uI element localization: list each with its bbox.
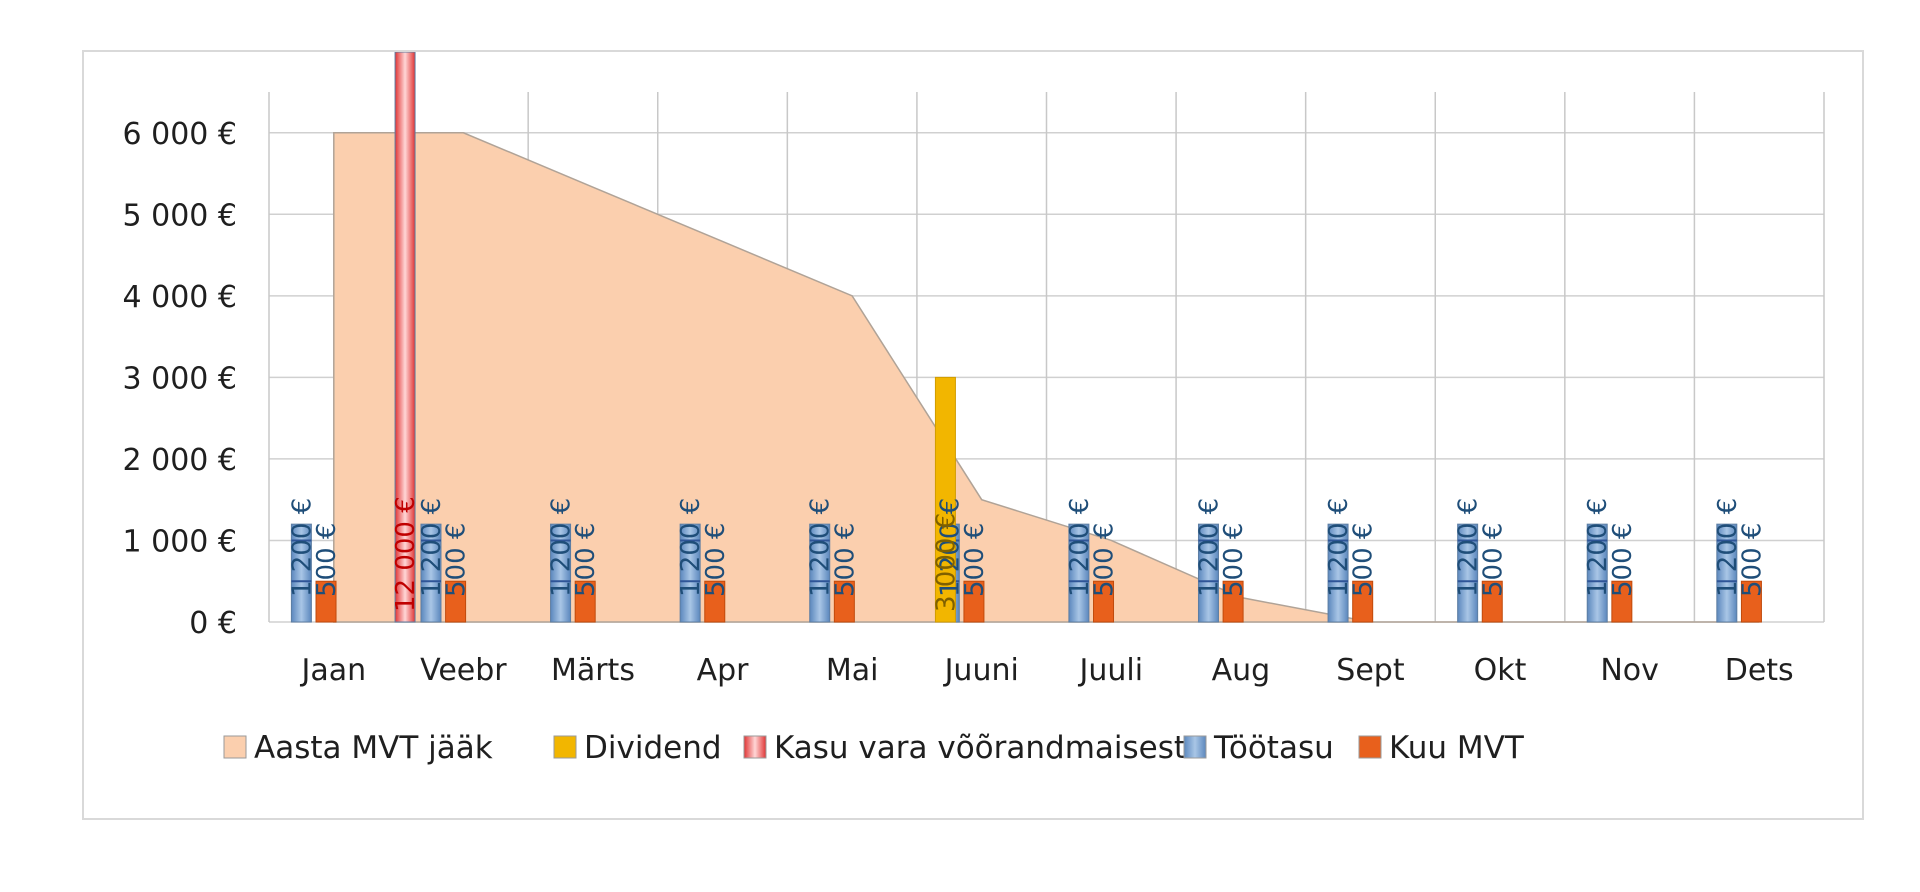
- bar-data-label: 500 €: [1478, 523, 1508, 597]
- x-tick-label: Sept: [1336, 653, 1405, 688]
- bar-kuu-mvt: [704, 580, 726, 623]
- legend: Aasta MVT jääk Dividend Kasu vara võõrandm…: [223, 730, 1525, 766]
- bar-töötasu: [1716, 523, 1738, 623]
- bar-data-label: 500 €: [1737, 523, 1767, 597]
- bar-töötasu: [1068, 523, 1090, 623]
- bar-data-label: 1 200 €: [1583, 498, 1613, 597]
- x-tick-label: Okt: [1474, 653, 1527, 688]
- bar-töötasu: [1197, 523, 1219, 623]
- bar-töötasu: [679, 523, 701, 623]
- bar-töötasu: [1457, 523, 1479, 623]
- bar-kuu-mvt: [963, 580, 985, 623]
- x-tick-label: Dets: [1725, 653, 1794, 688]
- bar-data-label: 500 €: [312, 523, 342, 597]
- x-tick-label: Juuli: [1078, 653, 1144, 688]
- legend-swatch: [743, 735, 767, 759]
- bar-data-label: 1 200 €: [676, 498, 706, 597]
- bar-data-label: 1 200 €: [806, 498, 836, 597]
- legend-label: Töötasu: [1213, 730, 1334, 766]
- bar-data-label: 1 200 €: [935, 498, 965, 597]
- bar-töötasu: [420, 523, 442, 623]
- legend-swatch: [1358, 735, 1382, 759]
- bar-kuu-mvt: [1093, 580, 1115, 623]
- y-tick-label: 3 000 €: [122, 361, 237, 396]
- bar-töötasu: [290, 523, 312, 623]
- bar-data-label: 500 €: [1349, 523, 1379, 597]
- legend-swatch: [553, 735, 577, 759]
- bar-data-label: 500 €: [960, 523, 990, 597]
- y-tick-label: 5 000 €: [122, 198, 237, 233]
- data-labels: 1 200 € 1 200 € 1 200 € 1 200 € 1 200 € 1 200…: [287, 496, 1767, 612]
- bar-data-label: 1 200 €: [287, 498, 317, 597]
- x-tick-label: Nov: [1600, 653, 1659, 688]
- bar-data-label: 500 €: [571, 523, 601, 597]
- y-tick-label: 2 000 €: [122, 443, 237, 478]
- bar-kuu-mvt: [1352, 580, 1374, 623]
- bar-data-label: 1 200 €: [1065, 498, 1095, 597]
- bar-kuu-mvt: [1740, 580, 1762, 623]
- bar-kuu-mvt: [1481, 580, 1503, 623]
- x-tick-label: Mai: [826, 653, 879, 688]
- bar-kuu-mvt: [445, 580, 467, 623]
- legend-swatch: [1183, 735, 1207, 759]
- bar-data-label: 500 €: [701, 523, 731, 597]
- bar-kasu-vara-võõrandmaisest: [394, 52, 416, 623]
- area-aasta-mvt-jaak: [333, 132, 1760, 623]
- area-series: [333, 132, 1760, 623]
- legend-swatch: [223, 735, 247, 759]
- bar-kuu-mvt: [833, 580, 855, 623]
- x-tick-label: Märts: [551, 653, 635, 688]
- legend-label: Aasta MVT jääk: [254, 730, 493, 766]
- chart-frame: 1 200 € 1 200 € 1 200 € 1 200 € 1 200 € 1 200…: [82, 50, 1864, 820]
- bar-kuu-mvt: [1611, 580, 1633, 623]
- y-axis: 0 € 1 000 € 2 000 € 3 000 € 4 000 € 5 000 € 6 …: [122, 117, 237, 641]
- x-tick-label: Juuni: [943, 653, 1019, 688]
- bar-töötasu: [809, 523, 831, 623]
- bar-kuu-mvt: [574, 580, 596, 623]
- bar-data-label: 500 €: [1219, 523, 1249, 597]
- mvt-chart: 1 200 € 1 200 € 1 200 € 1 200 € 1 200 € 1 200…: [122, 52, 1825, 766]
- bar-kuu-mvt: [315, 580, 337, 623]
- x-axis: Jaan Veebr Märts Apr Mai Juuni Juuli Aug Sept Okt…: [299, 653, 1793, 688]
- bar-kuu-mvt: [1222, 580, 1244, 623]
- bar-data-label: 1 200 €: [1713, 498, 1743, 597]
- bar-data-label: 3 000 €: [931, 513, 961, 612]
- legend-label: Dividend: [584, 730, 722, 766]
- bar-data-label: 500 €: [830, 523, 860, 597]
- bar-series: [290, 52, 1762, 623]
- legend-label: Kasu vara võõrandmaisest: [774, 730, 1186, 766]
- bar-töötasu: [550, 523, 572, 623]
- bar-data-label: 12 000 €: [391, 496, 421, 612]
- bar-data-label: 1 200 €: [1194, 498, 1224, 597]
- bar-data-label: 1 200 €: [547, 498, 577, 597]
- legend-label: Kuu MVT: [1389, 730, 1525, 766]
- y-tick-label: 0 €: [189, 606, 237, 641]
- bar-dividend: [934, 376, 956, 623]
- bar-data-label: 1 200 €: [1454, 498, 1484, 597]
- x-tick-label: Apr: [697, 653, 750, 688]
- y-tick-label: 1 000 €: [122, 524, 237, 559]
- y-tick-label: 6 000 €: [122, 117, 237, 152]
- y-tick-label: 4 000 €: [122, 280, 237, 315]
- x-tick-label: Veebr: [420, 653, 507, 688]
- bar-data-label: 1 200 €: [1324, 498, 1354, 597]
- bar-töötasu: [1586, 523, 1608, 623]
- bar-data-label: 500 €: [442, 523, 472, 597]
- bar-data-label: 500 €: [1608, 523, 1638, 597]
- x-tick-label: Aug: [1212, 653, 1271, 688]
- bar-data-label: 1 200 €: [417, 498, 447, 597]
- x-tick-label: Jaan: [299, 653, 366, 688]
- bar-töötasu: [1327, 523, 1349, 623]
- bar-data-label: 500 €: [1090, 523, 1120, 597]
